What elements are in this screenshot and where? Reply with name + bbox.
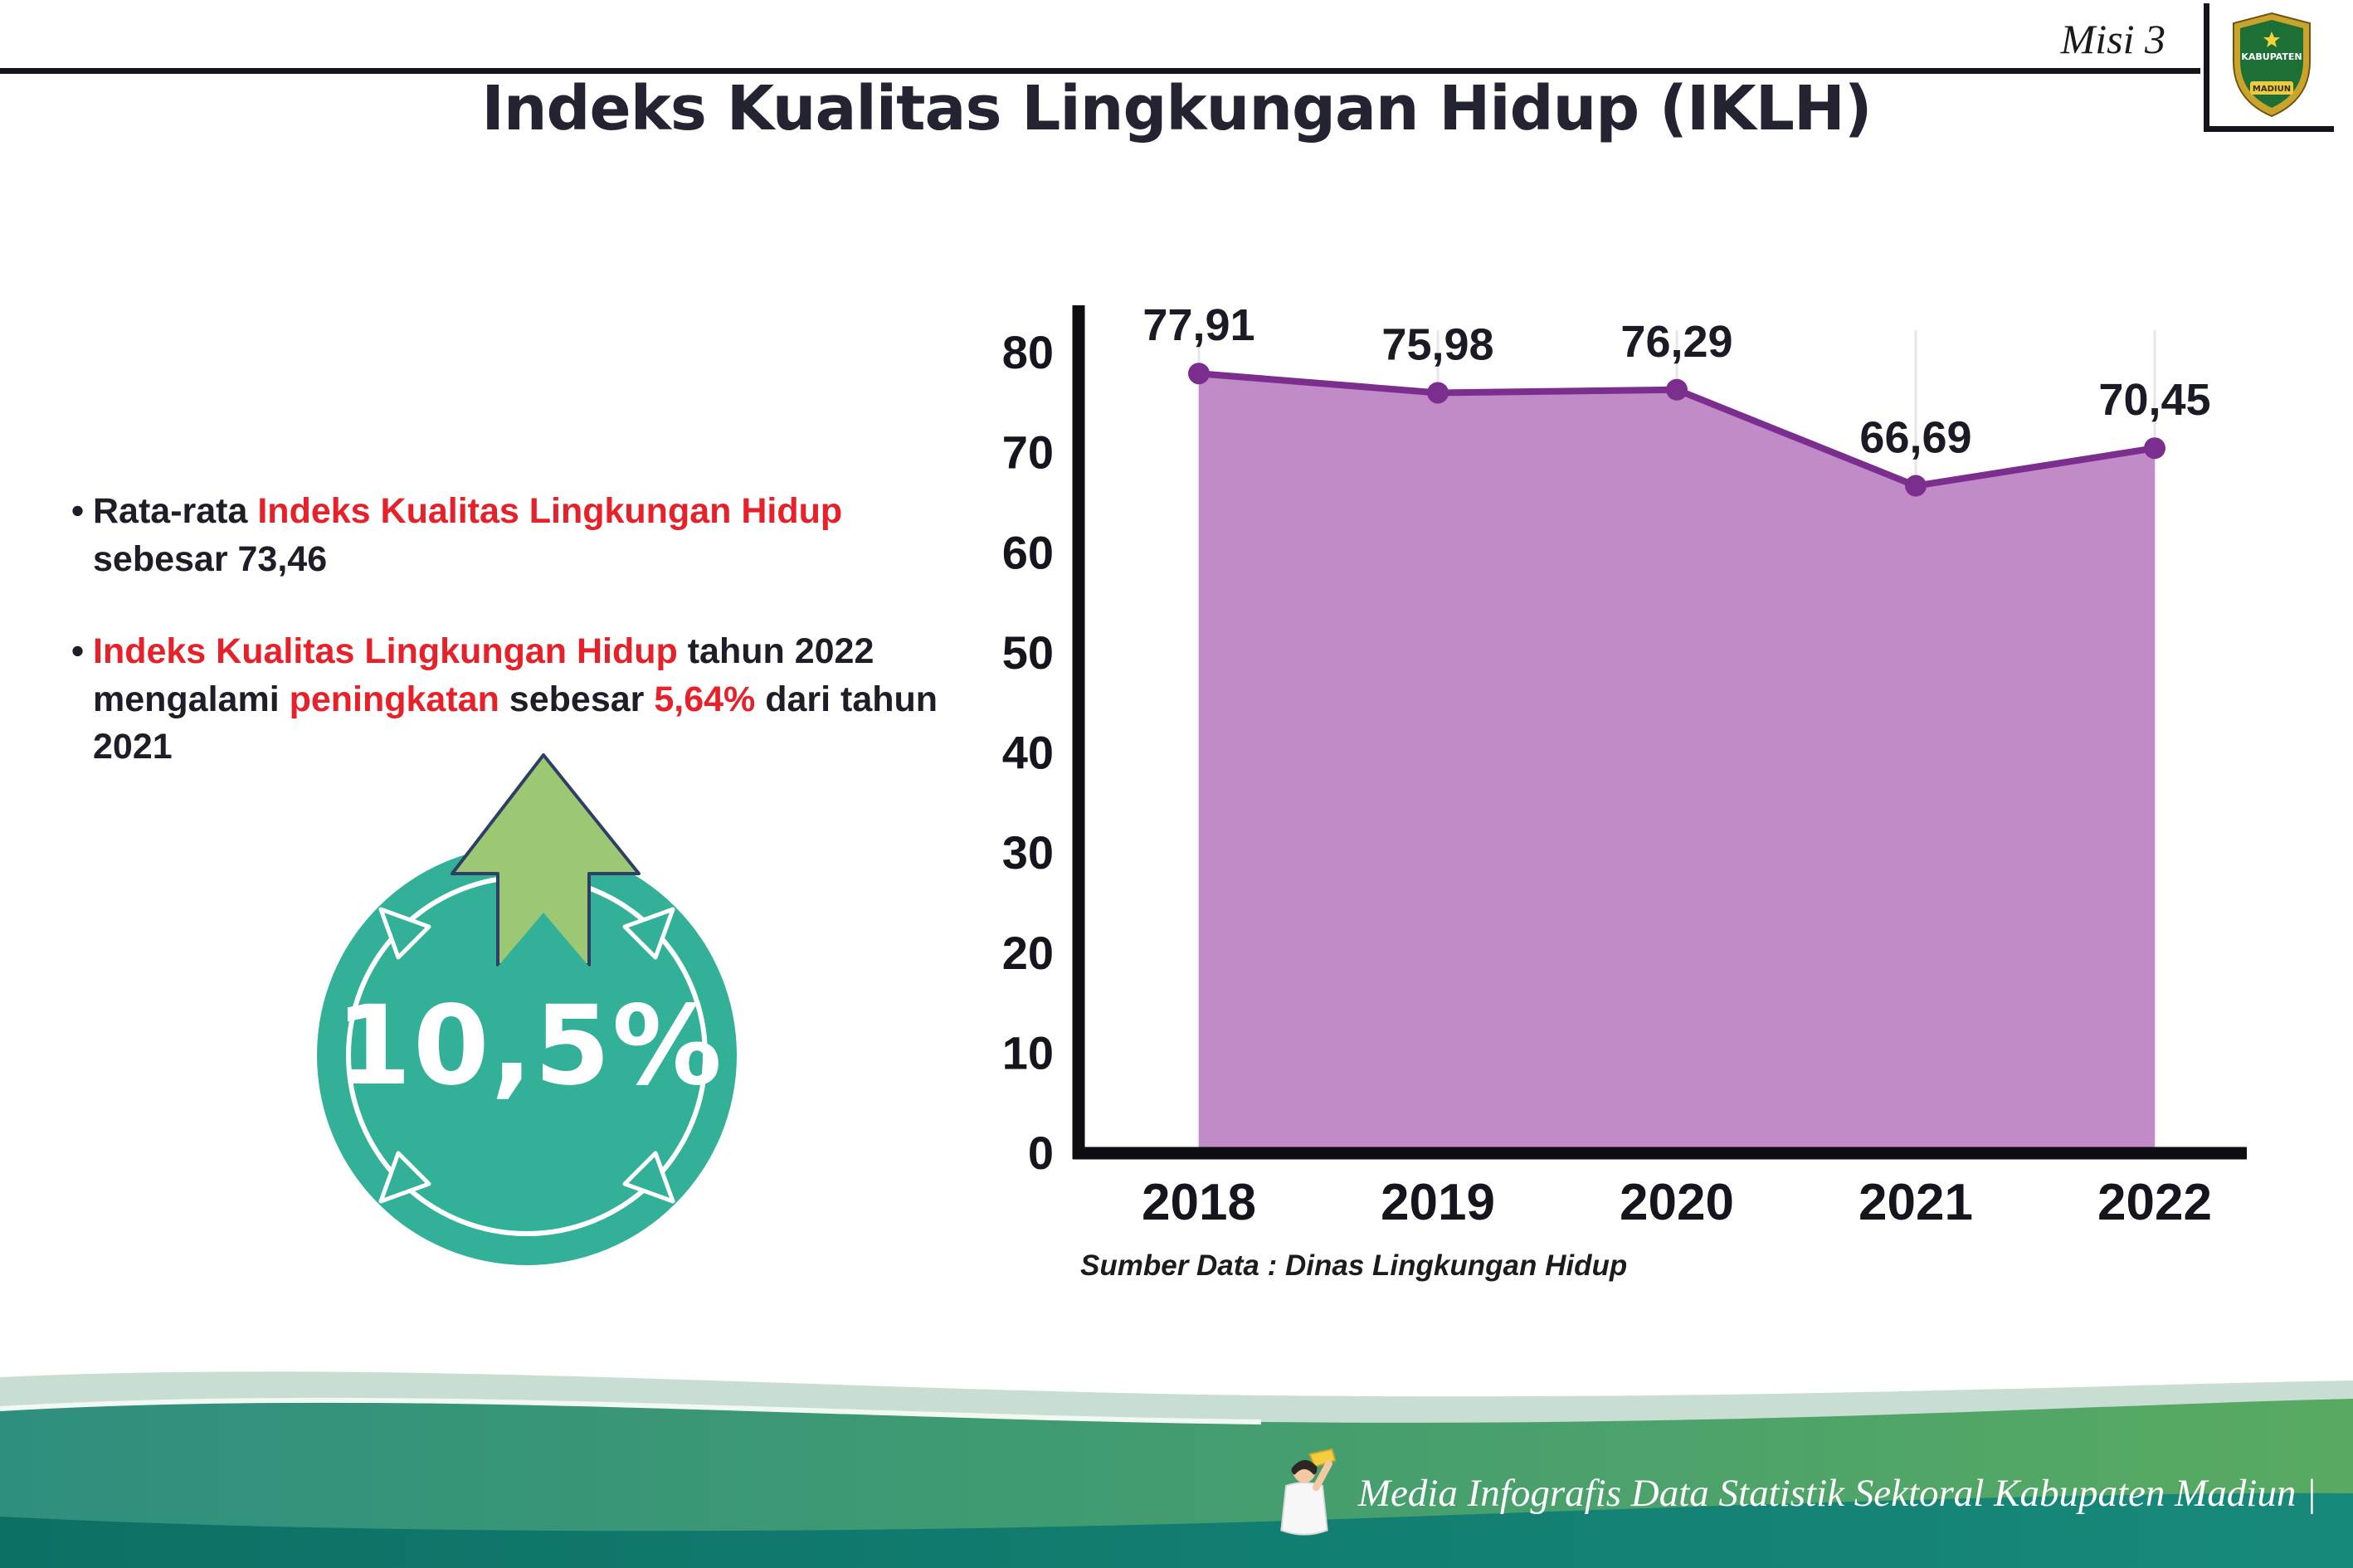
wave-highlight-line — [0, 1397, 1262, 1424]
mascot-body — [1280, 1482, 1328, 1536]
ring-triangle-icon — [622, 907, 675, 960]
plain-text: sebesar 73,46 — [93, 538, 328, 579]
y-tick-label: 80 — [1002, 326, 1054, 378]
data-label: 76,29 — [1620, 317, 1732, 367]
ring-triangle-icon — [378, 1151, 431, 1204]
plain-text: sebesar — [499, 679, 655, 719]
data-point — [2144, 437, 2165, 460]
highlighted-text: 5,64% — [654, 679, 756, 719]
bullet-marker: • — [71, 631, 85, 672]
footer-waves — [0, 1371, 2353, 1568]
logo-emblem-icon: KABUPATEN MADIUN — [2233, 12, 2311, 118]
emblem-top-text: KABUPATEN — [2241, 51, 2302, 62]
ring-triangle-icon — [622, 1151, 675, 1204]
plain-text: Rata-rata — [93, 491, 258, 531]
data-point — [1427, 382, 1449, 404]
y-tick-label: 20 — [1002, 927, 1054, 979]
y-tick-label: 10 — [1002, 1026, 1054, 1079]
page-title: Indeks Kualitas Lingkungan Hidup (IKLH) — [481, 73, 1872, 144]
data-point — [1666, 378, 1688, 401]
plain-text: tahun 2022 mengalami — [93, 631, 874, 719]
mascot-icon — [1280, 1448, 1337, 1536]
emblem-ribbon — [2250, 81, 2293, 95]
y-tick-label: 40 — [1002, 727, 1054, 779]
mascot-hair — [1291, 1459, 1318, 1475]
y-tick-label: 0 — [1028, 1127, 1054, 1179]
data-point — [1905, 475, 1927, 497]
highlighted-text: peningkatan — [289, 679, 499, 719]
emblem-star-icon — [2263, 32, 2280, 47]
y-tick-label: 30 — [1002, 826, 1054, 879]
bullet-text: Indeks Kualitas Lingkungan Hidup tahun 2… — [93, 631, 938, 767]
y-tick-label: 70 — [1002, 426, 1054, 479]
iklh-chart-area: 0 10 20 30 40 50 60 70 80 77,91 2018 75,98 2019 76,29… — [954, 280, 2282, 1259]
data-label: 77,91 — [1142, 300, 1254, 350]
badge-circle — [317, 845, 737, 1265]
y-tick-label: 60 — [1002, 526, 1054, 578]
bullet-item-average: • Rata-rata Indeks Kualitas Lingkungan H… — [71, 488, 967, 583]
wave-dark — [0, 1493, 2353, 1568]
bullet-text: Rata-rata Indeks Kualitas Lingkungan Hid… — [93, 491, 842, 579]
area-fill — [1199, 373, 2155, 1153]
chart-source-label: Sumber Data : Dinas Lingkungan Hidup — [1080, 1249, 1628, 1282]
badge-graphic — [317, 753, 737, 1265]
footer-content: Media Infografis Data Statistik Sektoral… — [1269, 1447, 2316, 1540]
y-tick-label: 50 — [1002, 626, 1054, 679]
x-tick-label: 2018 — [1142, 1174, 1256, 1231]
bullet-item-increase: • Indeks Kualitas Lingkungan Hidup tahun… — [71, 628, 967, 772]
header-rule — [0, 68, 2200, 74]
increase-badge: 10,5% — [297, 728, 762, 1284]
emblem-bottom-text: MADIUN — [2253, 85, 2291, 94]
highlighted-text: Indeks Kualitas Lingkungan Hidup — [93, 631, 678, 672]
x-tick-label: 2021 — [1859, 1174, 1973, 1231]
mascot-arm — [1312, 1459, 1332, 1492]
data-label: 70,45 — [2098, 375, 2210, 425]
ring-triangle-icon — [378, 907, 431, 960]
kabupaten-madiun-logo: KABUPATEN MADIUN — [2204, 3, 2334, 132]
mission-label: Misi 3 — [2060, 16, 2165, 62]
data-label: 75,98 — [1381, 319, 1493, 369]
arrow-notch — [498, 913, 589, 967]
iklh-area-chart: 0 10 20 30 40 50 60 70 80 77,91 2018 75,98 2019 76,29… — [1002, 300, 2247, 1231]
x-tick-label: 2019 — [1381, 1174, 1495, 1231]
plain-text: dari tahun 2021 — [93, 679, 938, 767]
data-label: 66,69 — [1859, 413, 1971, 463]
highlighted-text: Indeks Kualitas Lingkungan Hidup — [257, 491, 843, 531]
footer-caption: Media Infografis Data Statistik Sektoral… — [1357, 1472, 2316, 1515]
bullet-marker: • — [71, 491, 85, 531]
x-tick-label: 2020 — [1620, 1174, 1734, 1231]
x-tick-label: 2022 — [2097, 1174, 2212, 1231]
summary-bullets: • Rata-rata Indeks Kualitas Lingkungan H… — [71, 488, 967, 772]
data-point — [1188, 363, 1210, 385]
increase-percentage: 10,5% — [335, 982, 723, 1110]
mascot-flag — [1308, 1448, 1337, 1468]
